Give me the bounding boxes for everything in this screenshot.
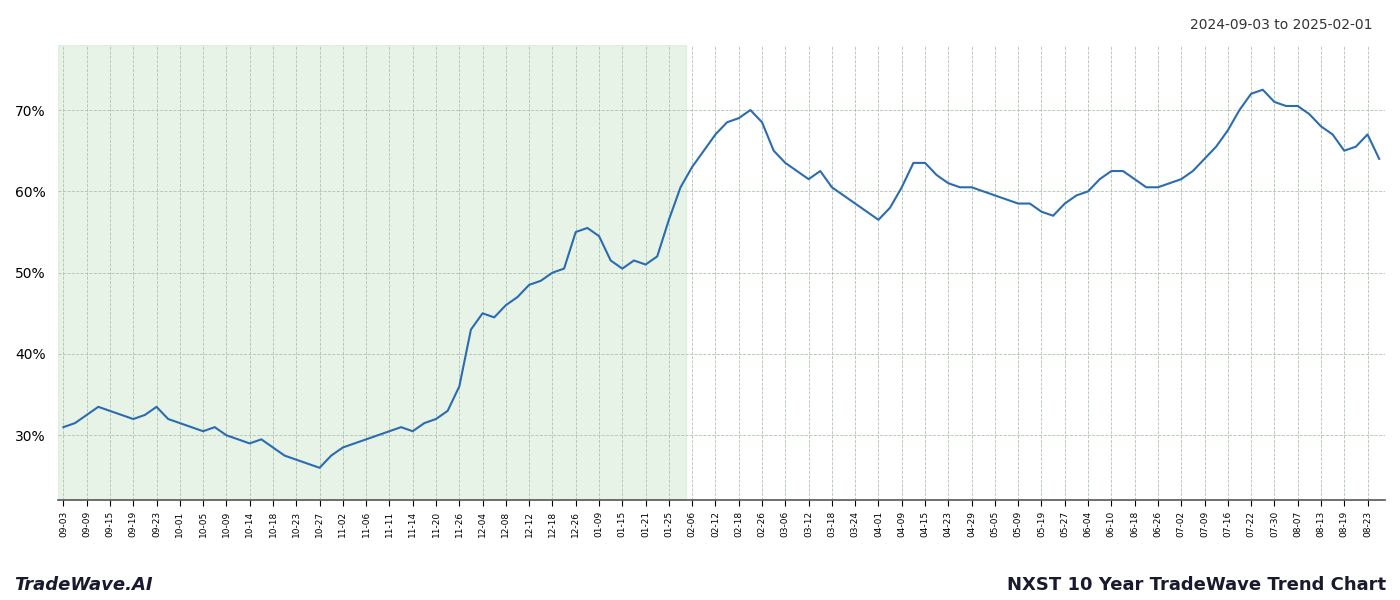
Text: TradeWave.AI: TradeWave.AI — [14, 576, 153, 594]
Text: NXST 10 Year TradeWave Trend Chart: NXST 10 Year TradeWave Trend Chart — [1007, 576, 1386, 594]
Text: 2024-09-03 to 2025-02-01: 2024-09-03 to 2025-02-01 — [1190, 18, 1372, 32]
Bar — [57, 45, 686, 500]
